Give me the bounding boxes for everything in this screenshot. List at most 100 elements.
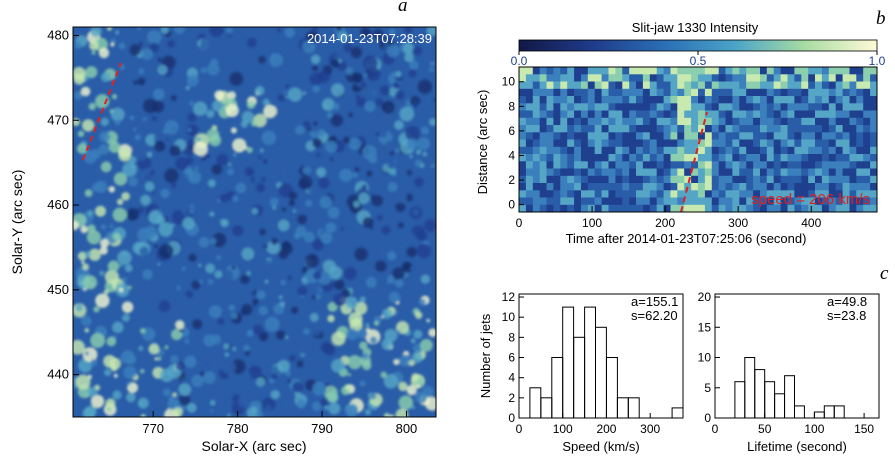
y-tick-label: 4	[508, 371, 515, 385]
texture-dot	[357, 328, 368, 339]
texture-cell	[815, 110, 823, 119]
texture-cell	[601, 132, 610, 141]
histogram-bar	[584, 306, 596, 419]
texture-cell	[574, 74, 582, 83]
texture-cell	[581, 204, 589, 212]
texture-cell	[801, 67, 809, 75]
texture-cell	[725, 117, 733, 126]
texture-cell	[649, 154, 658, 162]
texture-cell	[574, 204, 582, 212]
texture-cell	[870, 146, 877, 155]
texture-dot	[209, 237, 217, 245]
texture-cell	[608, 168, 616, 177]
texture-cell	[739, 74, 747, 83]
texture-dot	[121, 277, 128, 283]
texture-cell	[574, 183, 582, 191]
texture-cell	[574, 125, 582, 133]
texture-cell	[725, 168, 733, 177]
texture-cell	[670, 183, 678, 191]
texture-cell	[622, 139, 630, 148]
y-tick-label: 450	[47, 282, 69, 297]
texture-cell	[732, 125, 740, 133]
texture-cell	[849, 183, 857, 191]
texture-dot	[83, 150, 97, 164]
texture-cell	[663, 139, 672, 148]
texture-dot	[208, 305, 222, 319]
texture-dot	[298, 205, 305, 212]
texture-cell	[828, 67, 837, 75]
texture-dot	[106, 406, 112, 412]
texture-dot	[187, 170, 202, 184]
texture-dot	[347, 355, 362, 370]
texture-cell	[856, 81, 864, 90]
texture-cell	[787, 161, 795, 170]
texture-cell	[615, 110, 623, 119]
texture-dot	[225, 27, 233, 34]
texture-cell	[746, 96, 754, 104]
texture-cell	[677, 183, 685, 191]
texture-cell	[622, 146, 630, 155]
texture-dot	[269, 197, 279, 207]
texture-dot	[313, 121, 318, 126]
texture-cell	[656, 117, 665, 126]
texture-cell	[691, 74, 699, 83]
texture-cell	[698, 146, 706, 155]
texture-dot	[422, 154, 435, 168]
texture-cell	[663, 81, 672, 90]
texture-cell	[670, 161, 678, 170]
texture-cell	[794, 146, 802, 155]
x-tick-label: 770	[142, 421, 164, 436]
texture-cell	[601, 81, 610, 90]
texture-cell	[842, 117, 851, 126]
texture-dot	[380, 371, 387, 378]
texture-dot	[409, 154, 413, 159]
texture-dot	[206, 62, 220, 76]
texture-cell	[622, 81, 630, 90]
texture-dot	[308, 213, 323, 228]
texture-cell	[725, 139, 733, 148]
texture-dot	[124, 264, 133, 272]
texture-dot	[216, 255, 222, 261]
texture-cell	[801, 88, 809, 97]
texture-dot	[167, 39, 175, 48]
texture-cell	[801, 96, 809, 104]
texture-cell	[821, 197, 830, 206]
texture-cell	[821, 117, 830, 126]
histogram-bar	[754, 369, 766, 419]
texture-cell	[560, 175, 568, 184]
texture-cell	[642, 125, 651, 133]
texture-dot	[319, 398, 328, 407]
texture-dot	[396, 330, 401, 334]
texture-cell	[691, 117, 699, 126]
texture-dot	[250, 406, 258, 414]
texture-cell	[656, 190, 665, 199]
texture-dot	[157, 262, 161, 266]
texture-cell	[656, 74, 665, 83]
texture-cell	[821, 96, 830, 104]
texture-cell	[870, 67, 877, 75]
texture-dot	[312, 327, 322, 337]
texture-dot	[415, 311, 423, 319]
texture-cell	[608, 110, 616, 119]
texture-dot	[252, 298, 259, 305]
texture-dot	[108, 186, 116, 193]
texture-dot	[160, 188, 170, 199]
texture-dot	[411, 405, 415, 410]
texture-dot	[126, 208, 140, 221]
texture-dot	[87, 386, 98, 398]
texture-cell	[828, 139, 837, 148]
texture-dot	[118, 287, 124, 293]
texture-cell	[684, 190, 692, 199]
texture-cell	[711, 110, 720, 119]
texture-dot	[157, 64, 168, 75]
texture-cell	[601, 146, 610, 155]
texture-dot	[77, 143, 88, 154]
texture-cell	[870, 175, 877, 184]
texture-cell	[684, 88, 692, 97]
texture-dot	[311, 27, 319, 33]
texture-dot	[75, 374, 91, 390]
texture-cell	[725, 132, 733, 141]
texture-cell	[773, 132, 782, 141]
texture-cell	[546, 132, 554, 141]
